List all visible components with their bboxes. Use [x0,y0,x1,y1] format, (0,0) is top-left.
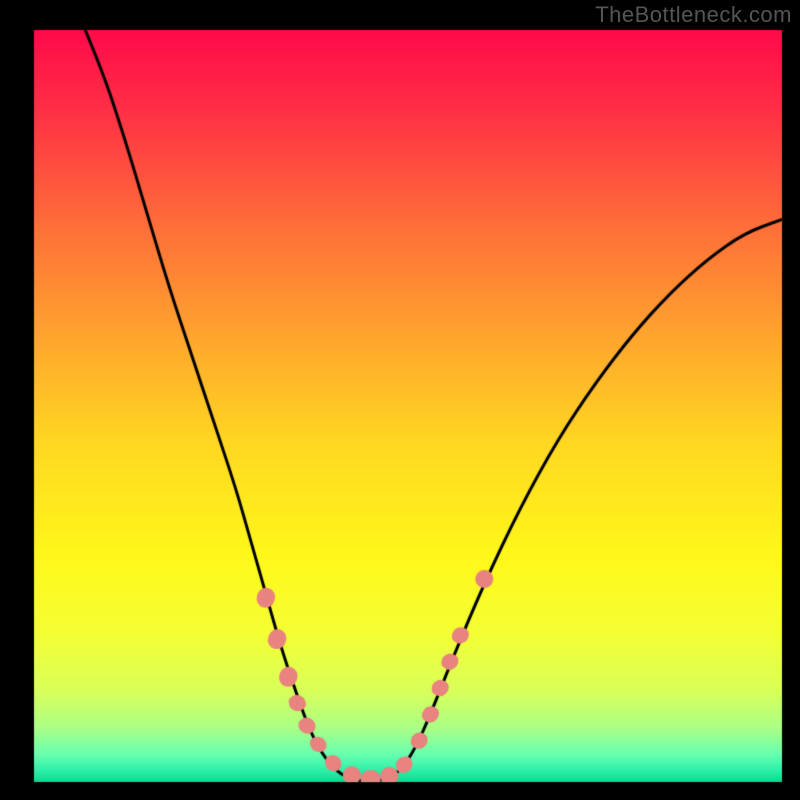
chart-container: TheBottleneck.com [0,0,800,800]
bottleneck-curve [0,0,800,800]
watermark-text: TheBottleneck.com [595,2,792,28]
